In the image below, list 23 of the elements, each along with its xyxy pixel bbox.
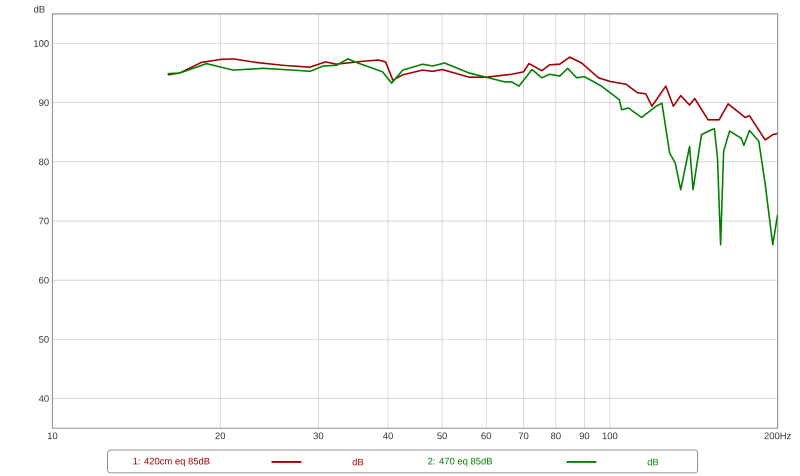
y-tick-label: 40 [38,395,49,402]
y-tick-label: 100 [34,40,49,47]
y-tick-label: 90 [39,99,49,106]
x-tick-label: 200Hz [764,432,791,440]
x-tick-label: 80 [551,432,561,440]
x-tick-label: 10 [48,432,58,440]
x-tick-label: 30 [314,432,324,440]
x-tick-label: 50 [437,432,447,440]
y-tick-label: 80 [39,158,49,166]
x-tick-label: 70 [518,432,528,440]
text: dB [648,458,658,466]
x-tick-label: 90 [580,432,590,440]
y-tick-label: 70 [39,218,49,224]
x-tick-label: 100 [602,432,618,440]
text: 2: 470 eq 85dB [428,458,492,466]
y-tick-label: 50 [38,336,49,343]
x-tick-label: 20 [215,432,226,440]
text: 1: 420cm eq 85dB [133,458,210,466]
y-tick-label: 60 [39,276,49,284]
y-axis-title: dB [34,6,45,13]
x-tick-label: 40 [383,432,393,440]
text: dB [352,458,364,466]
x-tick-label: 60 [481,432,492,440]
